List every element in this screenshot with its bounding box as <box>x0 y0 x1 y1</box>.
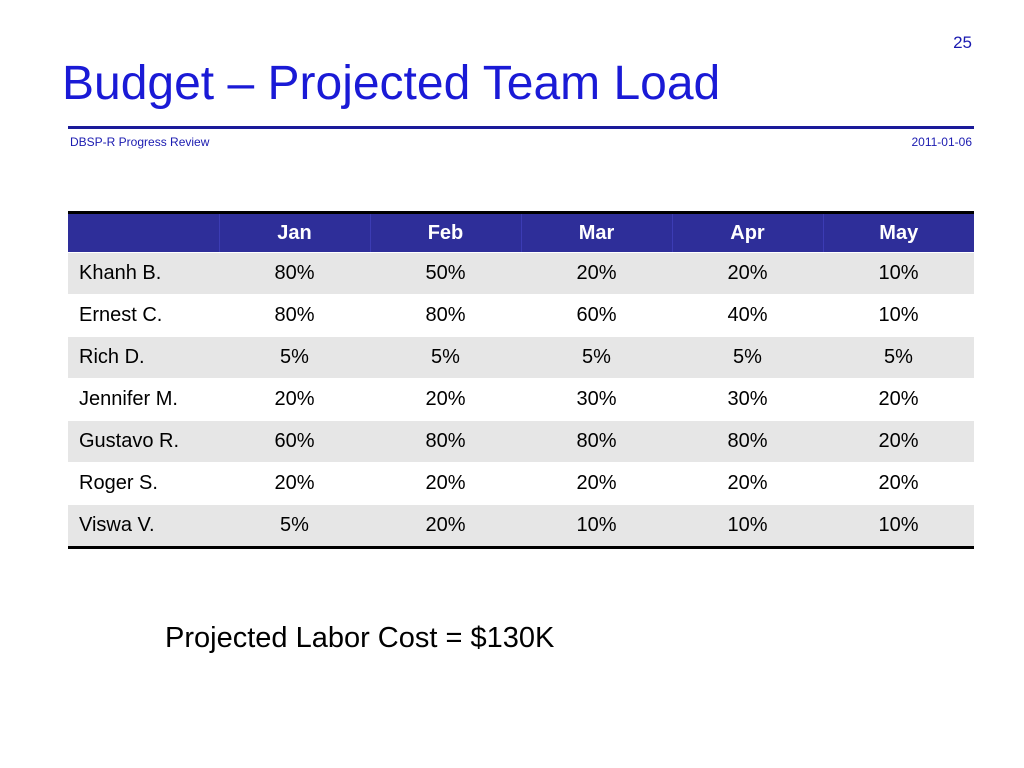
load-cell: 10% <box>672 504 823 549</box>
load-cell: 20% <box>219 462 370 505</box>
load-cell: 5% <box>521 336 672 379</box>
load-cell: 20% <box>823 462 974 505</box>
load-cell: 80% <box>672 420 823 463</box>
load-cell: 20% <box>672 252 823 295</box>
header-cell-mar: Mar <box>520 211 672 253</box>
header-cell-feb: Feb <box>369 211 521 253</box>
table-row: Roger S. 20% 20% 20% 20% 20% <box>68 462 974 505</box>
load-cell: 5% <box>219 336 370 379</box>
header-cell-name <box>68 211 219 253</box>
load-cell: 20% <box>672 462 823 505</box>
load-cell: 80% <box>370 420 521 463</box>
load-cell: 20% <box>521 462 672 505</box>
header-cell-apr: Apr <box>671 211 823 253</box>
table-row: Rich D. 5% 5% 5% 5% 5% <box>68 336 974 379</box>
load-cell: 10% <box>823 252 974 295</box>
table-row: Jennifer M. 20% 20% 30% 30% 20% <box>68 378 974 421</box>
load-cell: 10% <box>823 504 974 549</box>
load-cell: 20% <box>370 462 521 505</box>
load-cell: 60% <box>521 294 672 337</box>
load-cell: 30% <box>672 378 823 421</box>
load-cell: 5% <box>672 336 823 379</box>
load-cell: 30% <box>521 378 672 421</box>
table-row: Khanh B. 80% 50% 20% 20% 10% <box>68 252 974 295</box>
load-cell: 80% <box>219 252 370 295</box>
team-load-table: Jan Feb Mar Apr May Khanh B. 80% 50% 20%… <box>68 211 974 549</box>
table-row: Gustavo R. 60% 80% 80% 80% 20% <box>68 420 974 463</box>
member-name: Rich D. <box>68 336 219 379</box>
table-row: Viswa V. 5% 20% 10% 10% 10% <box>68 504 974 549</box>
load-cell: 20% <box>370 504 521 549</box>
load-cell: 60% <box>219 420 370 463</box>
load-cell: 10% <box>521 504 672 549</box>
load-cell: 80% <box>370 294 521 337</box>
table-header-row: Jan Feb Mar Apr May <box>68 211 974 253</box>
load-cell: 5% <box>370 336 521 379</box>
load-cell: 20% <box>370 378 521 421</box>
load-cell: 5% <box>823 336 974 379</box>
table-row: Ernest C. 80% 80% 60% 40% 10% <box>68 294 974 337</box>
load-cell: 20% <box>521 252 672 295</box>
header-cell-jan: Jan <box>218 211 370 253</box>
load-cell: 20% <box>823 420 974 463</box>
member-name: Jennifer M. <box>68 378 219 421</box>
slide-date: 2011-01-06 <box>911 135 973 149</box>
slide-subtitle: DBSP-R Progress Review <box>70 135 210 149</box>
member-name: Viswa V. <box>68 504 219 549</box>
slide-title: Budget – Projected Team Load <box>62 57 721 110</box>
load-cell: 20% <box>823 378 974 421</box>
load-cell: 50% <box>370 252 521 295</box>
title-rule <box>68 126 974 129</box>
member-name: Ernest C. <box>68 294 219 337</box>
load-cell: 40% <box>672 294 823 337</box>
member-name: Gustavo R. <box>68 420 219 463</box>
load-cell: 10% <box>823 294 974 337</box>
load-cell: 20% <box>219 378 370 421</box>
page-number: 25 <box>953 33 972 52</box>
load-cell: 5% <box>219 504 370 549</box>
header-cell-may: May <box>822 211 974 253</box>
member-name: Roger S. <box>68 462 219 505</box>
labor-cost-note: Projected Labor Cost = $130K <box>165 622 555 654</box>
load-cell: 80% <box>521 420 672 463</box>
load-cell: 80% <box>219 294 370 337</box>
member-name: Khanh B. <box>68 252 219 295</box>
